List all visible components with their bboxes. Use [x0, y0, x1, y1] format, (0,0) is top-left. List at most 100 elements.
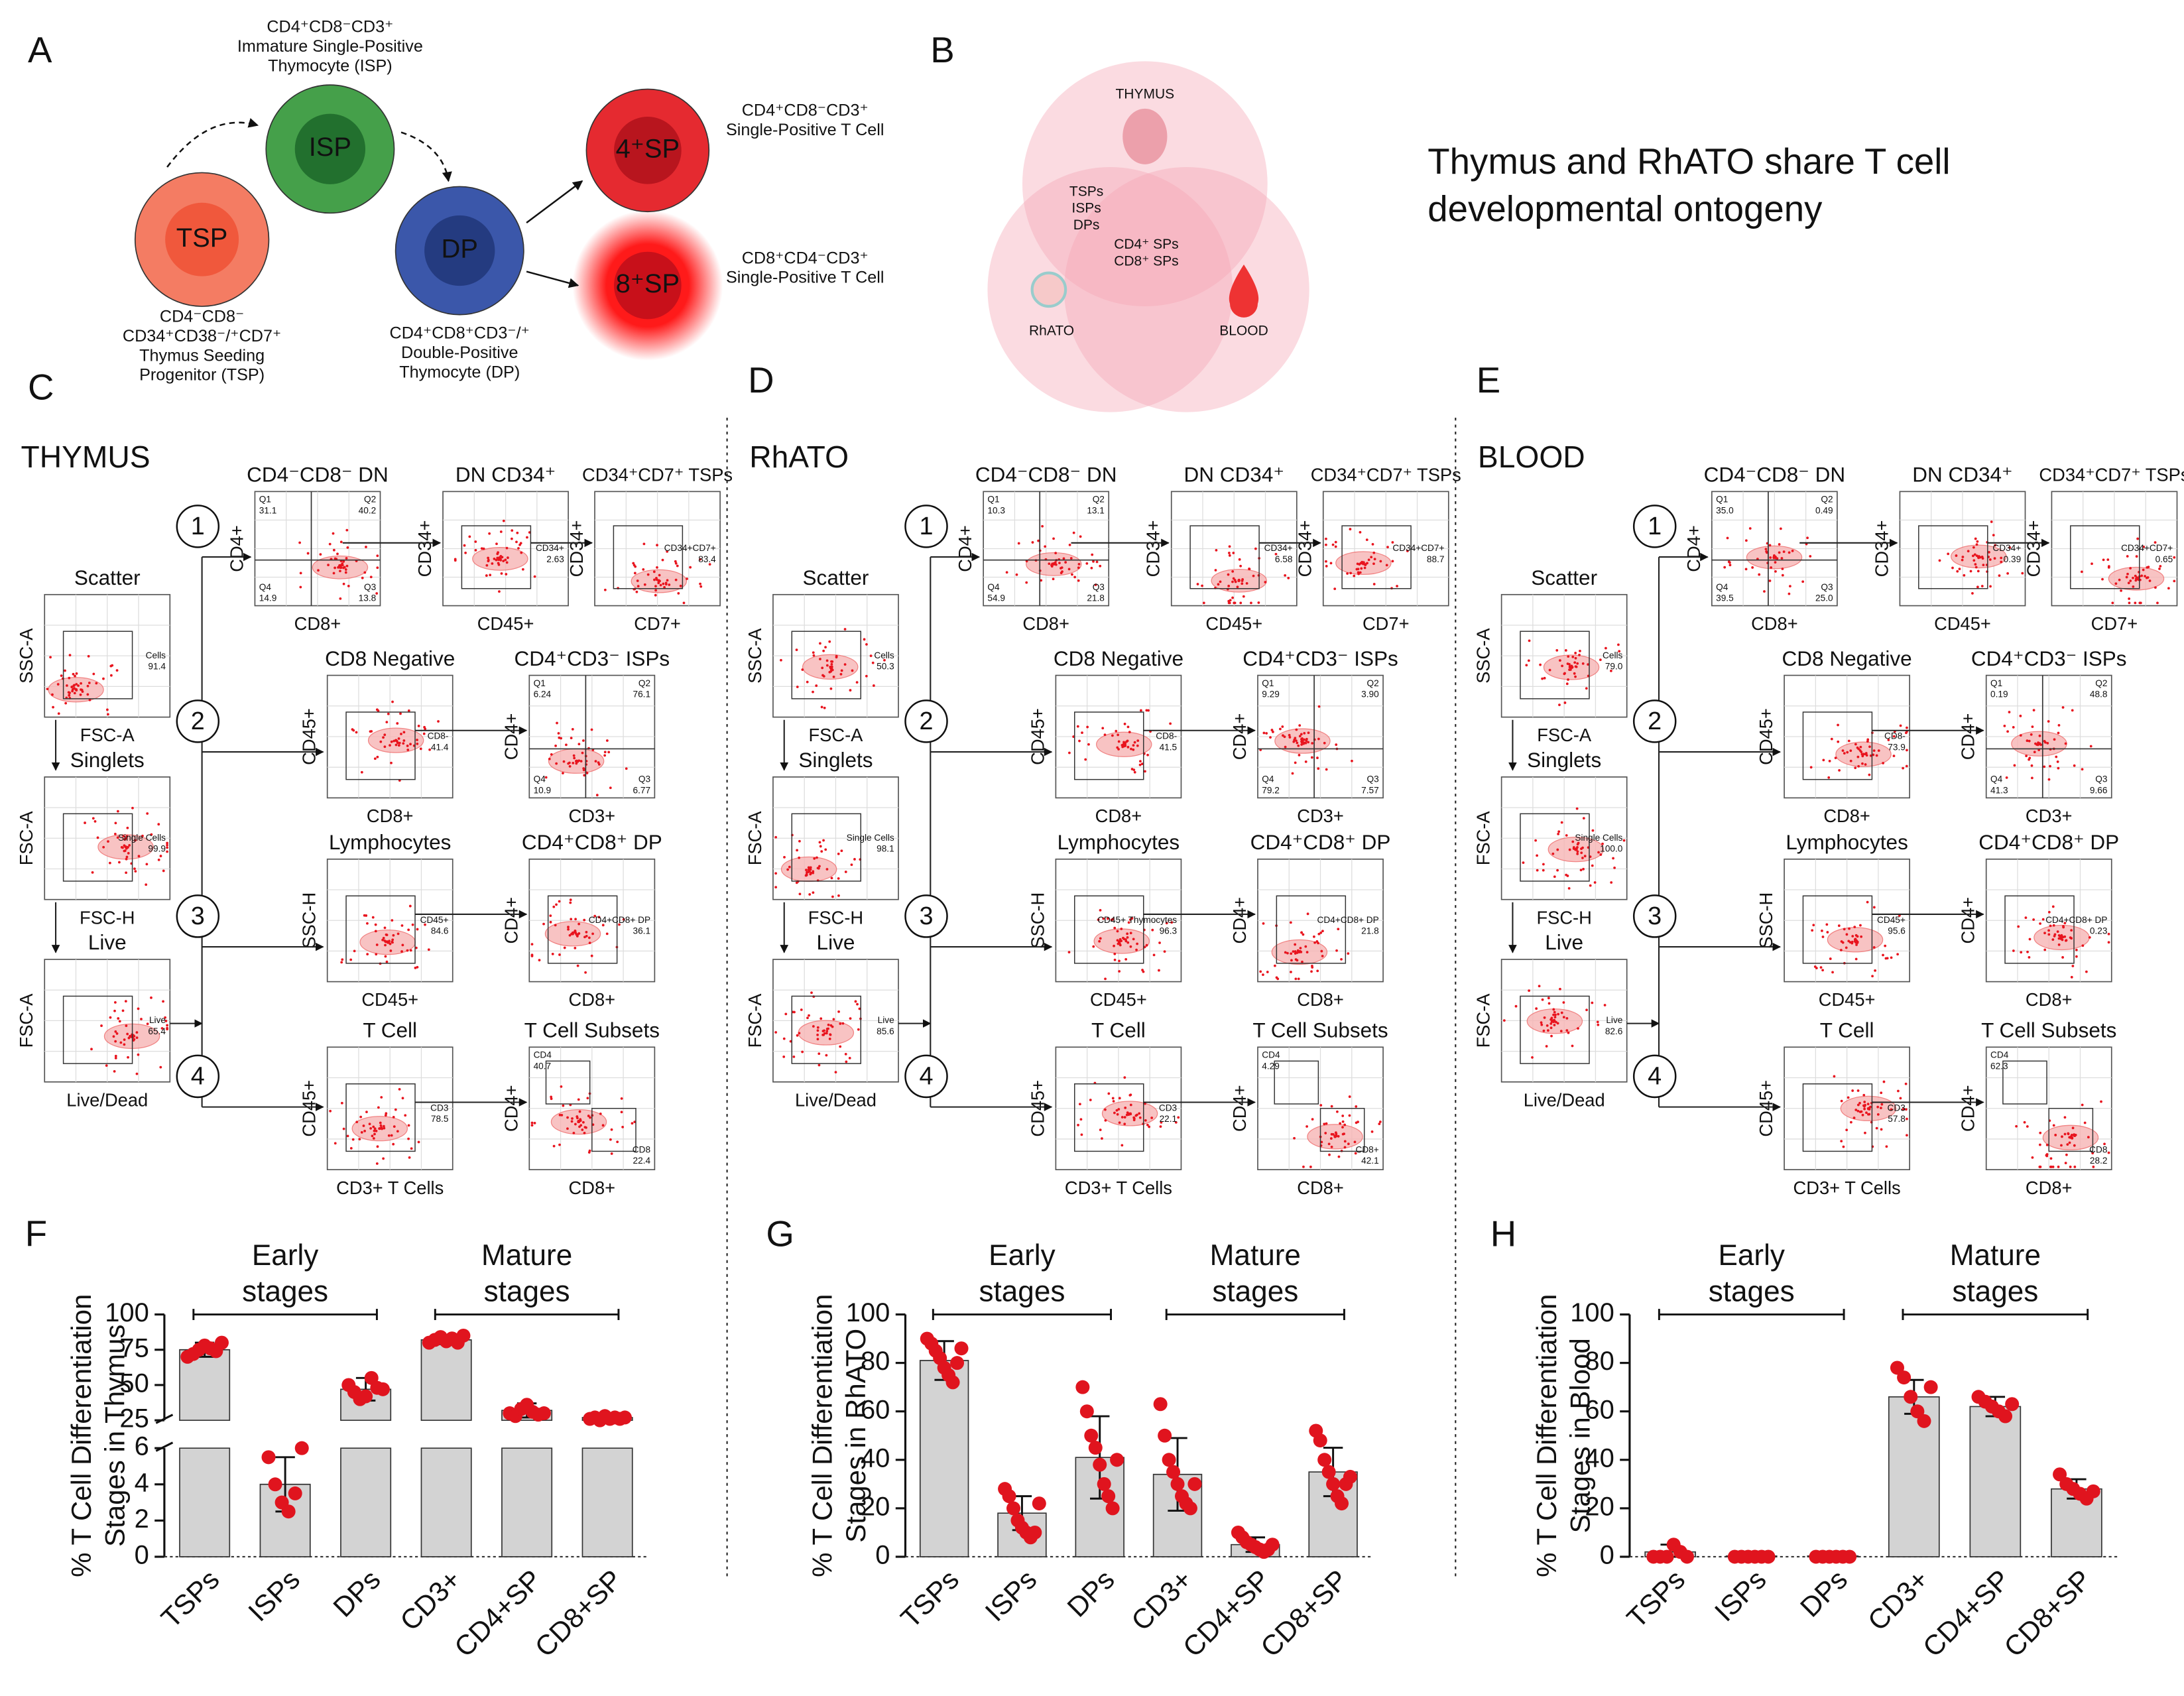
event-dot [340, 961, 343, 964]
event-dot [1124, 1106, 1127, 1109]
event-dot [128, 844, 131, 847]
event-dot [368, 1122, 371, 1126]
event-dot [1138, 1112, 1141, 1115]
event-dot [1117, 940, 1121, 943]
event-dot [677, 592, 680, 595]
event-dot [1854, 1109, 1858, 1111]
event-dot [1782, 550, 1786, 553]
event-dot [127, 851, 130, 855]
event-dot [782, 1055, 786, 1058]
data-point [1166, 1465, 1181, 1479]
event-dot [1092, 560, 1095, 563]
event-dot [1827, 776, 1831, 779]
event-dot [1571, 655, 1575, 658]
event-dot [2132, 576, 2134, 579]
event-dot [1325, 543, 1327, 546]
event-dot [646, 573, 650, 576]
event-dot [88, 682, 91, 684]
event-dot [114, 1040, 117, 1043]
event-dot [2066, 1143, 2069, 1146]
gate-name: CD3 [1888, 1103, 1906, 1113]
data-point [2086, 1484, 2100, 1498]
event-dot [1305, 737, 1308, 741]
event-dot [409, 949, 412, 952]
event-dot [821, 666, 824, 670]
event-dot [1112, 1100, 1115, 1103]
gate-name: CD3 [430, 1103, 448, 1113]
event-dot [808, 1014, 810, 1017]
event-dot [377, 1106, 380, 1109]
event-dot [2070, 937, 2073, 940]
event-dot [1101, 1137, 1103, 1140]
event-dot [409, 743, 412, 746]
event-dot [2028, 938, 2032, 941]
event-dot [1262, 922, 1265, 925]
event-dot [2023, 1121, 2026, 1124]
event-dot [1557, 830, 1561, 833]
event-dot [497, 558, 500, 562]
cell-description: CD4⁻CD8⁻ [160, 307, 244, 326]
bar [581, 1417, 633, 1557]
axis-label: CD7+ [634, 613, 681, 634]
event-dot [397, 744, 400, 747]
event-dot [2156, 601, 2159, 605]
event-dot [583, 918, 586, 922]
gate [1341, 525, 1412, 589]
gate-value: 14.9 [259, 593, 277, 603]
event-dot [1994, 544, 1997, 547]
event-dot [1120, 928, 1123, 930]
event-dot [2034, 742, 2037, 745]
event-dot [1601, 842, 1604, 845]
gate [1520, 813, 1590, 882]
panel-letter: E [1477, 360, 1500, 400]
event-dot [2055, 755, 2058, 758]
event-dot [125, 857, 128, 861]
gate-value: 4.29 [1262, 1061, 1280, 1071]
event-dot [127, 1036, 131, 1040]
data-point [1335, 1496, 1349, 1511]
event-dot [1821, 936, 1825, 938]
event-dot [552, 905, 556, 908]
event-dot [346, 1134, 349, 1138]
event-dot [1872, 906, 1876, 909]
event-dot [159, 855, 162, 857]
event-dot [84, 821, 86, 824]
event-dot [79, 693, 82, 696]
event-dot [1581, 662, 1585, 665]
event-dot [68, 654, 72, 657]
event-dot [1571, 840, 1575, 843]
axis-label: CD34+ [566, 520, 587, 577]
gate-name: Live [1606, 1015, 1622, 1025]
event-dot [1576, 850, 1579, 853]
event-dot [839, 672, 843, 676]
event-dot [1281, 725, 1284, 728]
cell-description: CD8⁺CD4⁻CD3⁺ [742, 249, 869, 267]
event-dot [1553, 875, 1556, 878]
event-dot [2047, 720, 2050, 723]
event-dot [591, 932, 594, 936]
event-dot [1351, 759, 1353, 762]
event-dot [505, 573, 508, 575]
event-dot [1858, 1101, 1861, 1105]
event-dot [1875, 754, 1878, 757]
y-tick-label: 80 [861, 1347, 890, 1376]
event-dot [68, 694, 71, 697]
event-dot [1542, 869, 1545, 872]
event-dot [2057, 766, 2060, 770]
x-tick-label: DPs [1061, 1563, 1120, 1622]
event-dot [555, 903, 558, 906]
event-dot [2142, 545, 2146, 548]
plot-title: Lymphocytes [1058, 830, 1180, 854]
event-dot [1583, 855, 1587, 858]
event-dot [164, 1016, 166, 1019]
event-dot [1963, 574, 1966, 577]
event-dot [825, 868, 829, 871]
event-dot [390, 761, 393, 764]
event-dot [1834, 757, 1837, 760]
event-dot [587, 936, 591, 939]
event-dot [1041, 524, 1044, 528]
event-dot [1575, 665, 1578, 668]
axis-label: CD4+ [226, 525, 247, 572]
event-dot [1538, 985, 1541, 988]
data-point [1105, 1501, 1120, 1516]
